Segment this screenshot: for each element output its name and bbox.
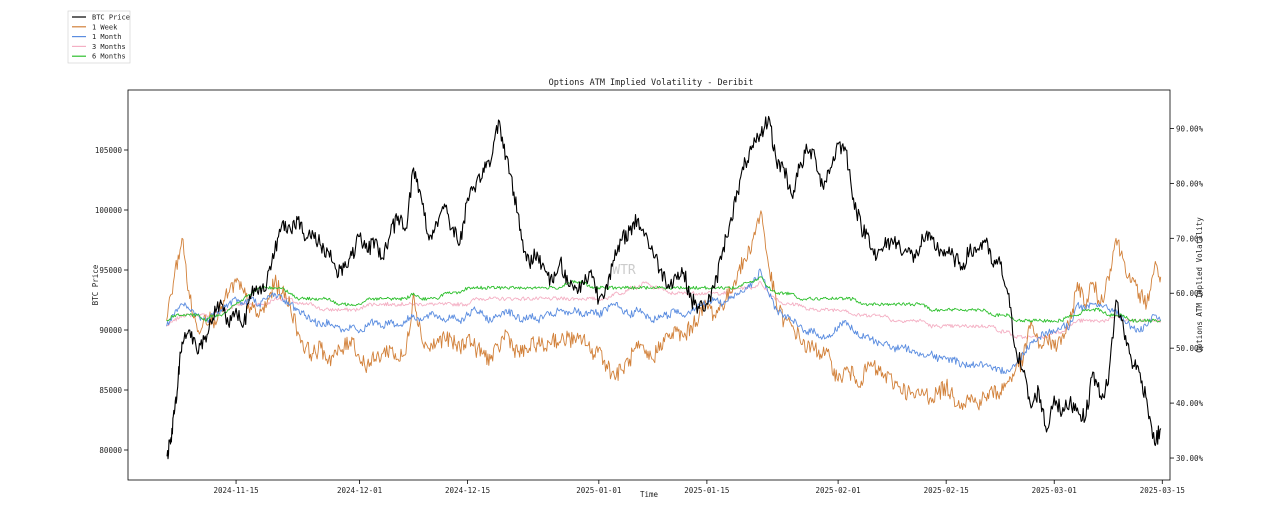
right-axis-title: Options ATM Implied Volatility: [1195, 217, 1204, 353]
series-line-6-months: [166, 276, 1161, 323]
series-line-1-week: [166, 210, 1162, 411]
left-tick-label: 105000: [95, 146, 123, 155]
x-tick-label: 2025-02-01: [816, 486, 861, 495]
series-layer: [166, 115, 1162, 460]
chart-title: Options ATM Implied Volatility - Deribit: [549, 78, 754, 88]
legend-label: 6 Months: [92, 53, 126, 61]
legend-label: BTC Price: [92, 14, 130, 22]
right-tick-label: 60.00%: [1176, 289, 1204, 298]
left-axis-title: BTC Price: [91, 264, 100, 305]
x-tick-label: 2025-03-15: [1140, 486, 1185, 495]
legend-label: 1 Month: [92, 33, 122, 41]
right-tick-label: 40.00%: [1176, 399, 1204, 408]
left-tick-label: 85000: [99, 386, 122, 395]
right-tick-label: 30.00%: [1176, 454, 1204, 463]
right-y-axis: 30.00% 40.00% 50.00% 60.00% 70.00% 80.00% 90.0…: [1170, 124, 1204, 463]
watermark-text: WTR: [612, 263, 636, 278]
series-line-1-month: [166, 268, 1162, 375]
x-axis-title: Time: [640, 490, 659, 499]
x-tick-label: 2025-02-15: [924, 486, 969, 495]
x-tick-label: 2025-03-01: [1032, 486, 1077, 495]
left-tick-label: 95000: [99, 266, 122, 275]
x-tick-label: 2024-11-15: [213, 486, 258, 495]
left-tick-label: 80000: [99, 446, 122, 455]
legend-label: 1 Week: [92, 23, 118, 31]
x-axis: 2024-11-15 2024-12-01 2024-12-15 2025-01-01…: [213, 480, 1185, 495]
x-tick-label: 2025-01-15: [684, 486, 729, 495]
x-tick-label: 2025-01-01: [576, 486, 621, 495]
right-tick-label: 80.00%: [1176, 179, 1204, 188]
right-tick-label: 50.00%: [1176, 344, 1204, 353]
series-line-3-months: [166, 280, 1162, 340]
x-tick-label: 2024-12-01: [337, 486, 382, 495]
left-tick-label: 100000: [95, 206, 123, 215]
series-line-btc-price: [166, 115, 1162, 460]
right-tick-label: 70.00%: [1176, 234, 1204, 243]
left-y-axis: 80000 85000 90000 95000 100000 105000: [95, 146, 128, 455]
plot-frame: [127, 89, 1171, 481]
legend-label: 3 Months: [92, 43, 126, 51]
left-tick-label: 90000: [99, 326, 122, 335]
x-tick-label: 2024-12-15: [445, 486, 490, 495]
right-tick-label: 90.00%: [1176, 124, 1204, 133]
